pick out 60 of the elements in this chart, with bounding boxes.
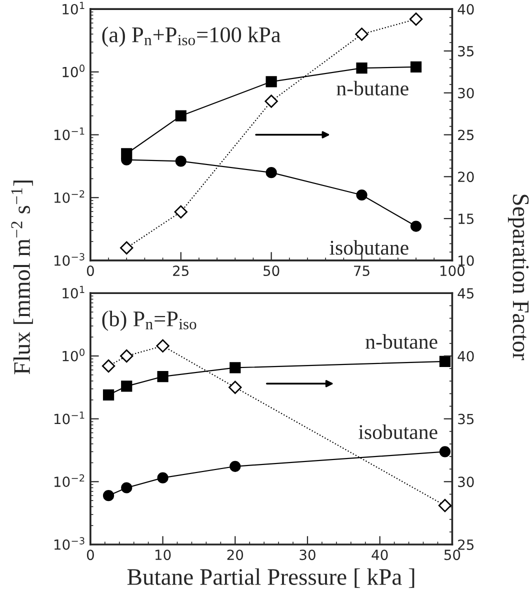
y2-tick-label: 35 (458, 414, 474, 424)
y2-tick-label: 30 (458, 88, 474, 98)
y-tick-label: 10$^{−1}$ (54, 412, 84, 424)
point (356, 62, 368, 74)
point (157, 472, 168, 484)
point (102, 389, 114, 400)
annotation: (a) P$_{n}$+P$_{iso}$=100 kPa (102, 26, 281, 47)
point (175, 110, 186, 122)
y-tick-label: 10$^{−1}$ (54, 128, 84, 140)
y-tick-label: 10$^{1}$ (62, 286, 84, 299)
y2-tick-label: 35 (458, 46, 474, 56)
y2-tick-label: 40 (458, 4, 474, 15)
x-tick-label: 75 (354, 266, 370, 276)
y-tick-label: 10$^{−2}$ (54, 190, 84, 203)
point (230, 460, 241, 472)
point (157, 371, 168, 382)
y-tick-label: 10$^{0}$ (62, 64, 84, 78)
point (121, 482, 132, 494)
series-label: isobutane (358, 424, 438, 440)
point (102, 490, 114, 502)
series-label: n-butane (366, 334, 438, 349)
point (410, 220, 422, 232)
point (410, 61, 422, 72)
y2-axis-title: Separation Factor (508, 194, 529, 360)
point (439, 446, 451, 458)
point (121, 380, 132, 392)
point (266, 167, 277, 178)
y-tick-label: 10$^{0}$ (62, 348, 84, 362)
y-tick-label: 10$^{−3}$ (54, 253, 84, 266)
y2-tick-label: 40 (458, 350, 474, 362)
y2-tick-label: 15 (458, 214, 474, 224)
y2-tick-label: 10 (458, 255, 474, 266)
x-tick-label: 30 (300, 550, 316, 560)
x-axis-title: Butane Partial Pressure [ kPa ] (127, 568, 414, 588)
y-axis-title: Flux [mmol m$^{−2}$ s$^{−1}$] (11, 180, 33, 374)
y-tick-label: 10$^{−3}$ (54, 537, 84, 550)
point (356, 189, 368, 201)
x-tick-label: 25 (173, 266, 189, 276)
x-tick-label: 10 (155, 550, 171, 560)
y-tick-label: 10$^{1}$ (62, 2, 84, 14)
x-tick-label: 20 (227, 550, 244, 560)
point (230, 362, 241, 374)
x-tick-label: 0 (86, 550, 94, 560)
point (439, 356, 451, 367)
series-label: n-butane (336, 80, 408, 96)
y2-tick-label: 20 (458, 172, 474, 182)
y2-tick-label: 25 (458, 539, 474, 550)
y-tick-label: 10$^{−2}$ (54, 474, 84, 488)
point (175, 156, 186, 167)
annotation: (b) P$_{n}$=P$_{iso}$ (102, 310, 196, 331)
x-tick-label: 50 (444, 550, 460, 560)
series-label: isobutane (330, 240, 408, 255)
x-tick-label: 50 (264, 266, 280, 276)
y2-tick-label: 30 (458, 476, 474, 488)
x-tick-label: 40 (372, 550, 388, 560)
x-tick-label: 100 (440, 266, 465, 276)
x-tick-label: 0 (86, 266, 94, 276)
y2-tick-label: 45 (458, 288, 474, 299)
point (266, 76, 277, 88)
y2-tick-label: 25 (458, 130, 474, 140)
